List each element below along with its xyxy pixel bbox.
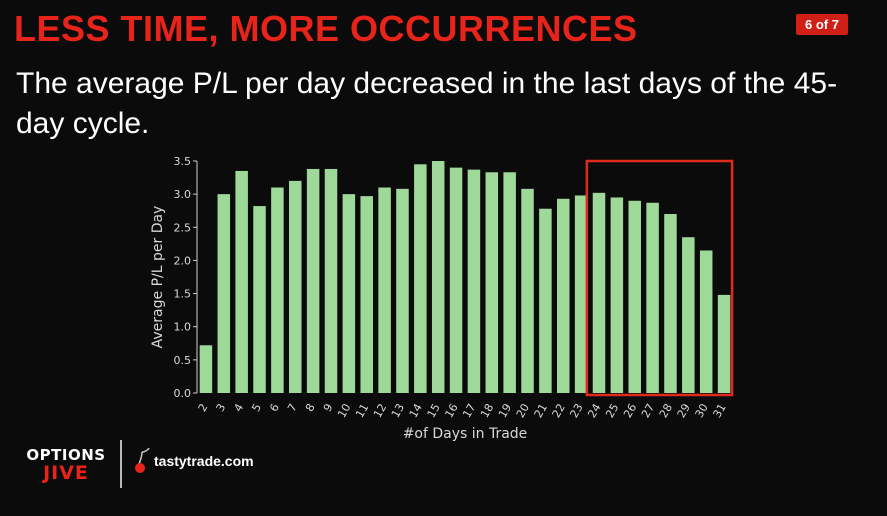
bar [646, 202, 659, 393]
logo-divider [120, 440, 122, 488]
x-tick-label: 22 [550, 401, 568, 420]
x-tick-label: 25 [603, 401, 621, 420]
y-tick-label: 2.0 [174, 254, 192, 267]
x-tick-label: 27 [639, 401, 657, 420]
x-tick-label: 26 [621, 401, 639, 420]
x-tick-label: 21 [532, 401, 550, 420]
bar [289, 180, 302, 393]
bar [503, 172, 516, 393]
bar [574, 195, 588, 393]
x-tick-label: 14 [407, 401, 425, 420]
x-tick-label: 23 [567, 401, 585, 420]
x-tick-label: 5 [249, 401, 264, 414]
x-tick-label: 2 [196, 401, 211, 414]
y-tick-label: 0.0 [174, 387, 192, 400]
x-tick-label: 7 [285, 401, 300, 414]
bar [360, 196, 373, 393]
y-tick-label: 1.5 [174, 288, 192, 301]
tastytrade-logo: tastytrade.com [134, 446, 254, 476]
x-axis-label: #of Days in Trade [403, 426, 528, 442]
x-tick-label: 4 [232, 401, 247, 414]
bar [592, 192, 606, 393]
bar [324, 168, 338, 393]
x-tick-label: 30 [693, 401, 711, 420]
bar [235, 170, 248, 393]
bar [664, 214, 677, 393]
bar [485, 172, 499, 393]
y-tick-label: 3.5 [174, 155, 192, 168]
x-tick-label: 16 [442, 401, 460, 420]
bar [449, 167, 463, 393]
bar [467, 169, 481, 393]
x-tick-label: 8 [303, 401, 318, 414]
bar [610, 197, 624, 393]
x-tick-label: 19 [496, 401, 514, 420]
bar [378, 187, 391, 393]
y-tick-label: 1.0 [174, 321, 192, 334]
logo-line-jive: JIVE [43, 462, 89, 484]
slide-title: LESS TIME, MORE OCCURRENCES [14, 8, 638, 49]
x-tick-label: 31 [710, 401, 728, 420]
highlight-box [585, 159, 734, 397]
y-tick-label: 2.5 [174, 221, 192, 234]
bar [414, 164, 427, 393]
page-badge: 6 of 7 [796, 14, 848, 35]
x-tick-label: 15 [425, 401, 443, 420]
x-tick-label: 28 [657, 401, 675, 420]
bar [253, 206, 266, 393]
bar [521, 188, 534, 393]
bar [628, 200, 641, 393]
bar [539, 208, 552, 393]
company-name: tastytrade.com [154, 453, 254, 469]
cherry-icon [135, 448, 150, 473]
bar [699, 250, 713, 393]
bar [717, 294, 731, 393]
bar [682, 237, 695, 393]
x-tick-label: 20 [514, 401, 532, 420]
y-tick-label: 0.5 [174, 354, 192, 367]
bar [217, 194, 231, 393]
x-tick-label: 17 [460, 401, 478, 420]
bar [396, 188, 409, 393]
x-tick-label: 9 [321, 401, 336, 414]
bar [271, 187, 284, 393]
x-tick-label: 29 [675, 401, 693, 420]
bar [431, 161, 445, 393]
x-tick-label: 12 [371, 401, 389, 420]
x-tick-label: 10 [335, 401, 353, 420]
options-jive-logo: OPTIONS JIVE [20, 446, 112, 484]
logo-line-options: OPTIONS [26, 446, 106, 464]
y-tick-label: 3.0 [174, 188, 192, 201]
x-tick-label: 11 [353, 401, 371, 420]
x-tick-label: 3 [214, 401, 229, 414]
bar [306, 168, 320, 393]
slide-subtitle: The average P/L per day decreased in the… [16, 67, 838, 140]
y-axis-label: Average P/L per Day [150, 206, 166, 349]
x-tick-label: 13 [389, 401, 407, 420]
x-tick-label: 18 [478, 401, 496, 420]
bar [557, 198, 570, 393]
x-tick-label: 6 [267, 401, 282, 414]
x-tick-label: 24 [585, 401, 603, 420]
bar [342, 194, 356, 393]
bar [199, 345, 213, 393]
